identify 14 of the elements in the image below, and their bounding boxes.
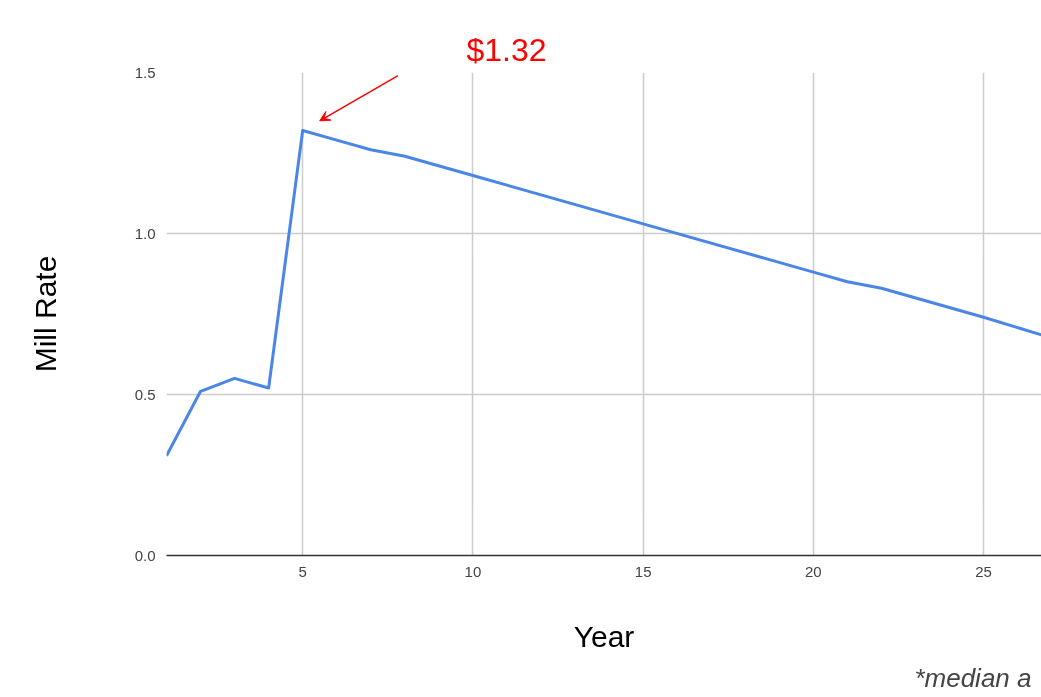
x-tick-label: 5 xyxy=(298,562,307,580)
y-tick-label: 1.5 xyxy=(134,63,156,81)
x-tick-label: 15 xyxy=(634,562,652,580)
y-tick-label: 1.0 xyxy=(134,224,156,242)
line-series xyxy=(166,128,1041,458)
y-tick-label: 0.0 xyxy=(134,546,156,564)
x-tick-label: 20 xyxy=(805,562,822,580)
y-tick-label: 0.5 xyxy=(134,385,156,403)
x-axis-title: Year xyxy=(573,619,635,653)
x-tick-label: 10 xyxy=(464,562,482,580)
y-axis-title: Mill Rate xyxy=(28,255,62,373)
text: $1.32 xyxy=(466,31,547,68)
text: *median a xyxy=(914,662,1032,693)
x-tick-label: 25 xyxy=(975,562,992,580)
